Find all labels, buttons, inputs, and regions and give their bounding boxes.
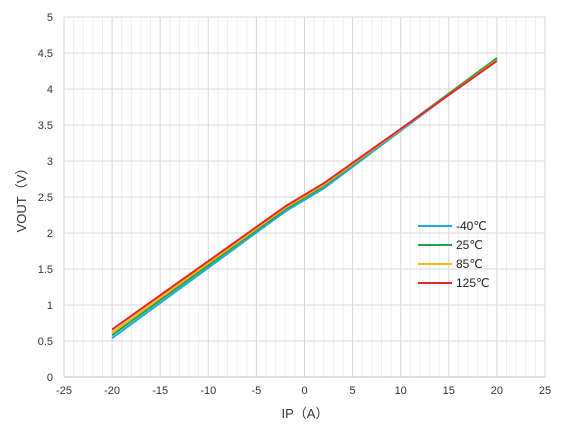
x-tick-label: 5 — [350, 385, 356, 397]
y-tick-label: 2.5 — [38, 192, 53, 204]
x-tick-label: -5 — [252, 385, 262, 397]
y-tick-label: 0.5 — [38, 336, 53, 348]
x-tick-label: -20 — [104, 385, 120, 397]
major-grid — [63, 16, 546, 378]
y-axis-label: VOUT（V） — [14, 162, 29, 233]
legend-label: -40℃ — [456, 219, 487, 233]
y-tick-label: 5 — [47, 12, 53, 24]
legend: -40℃ 25℃ 85℃ 125℃ — [418, 219, 490, 290]
y-tick-label: 2 — [47, 228, 53, 240]
x-tick-label: -10 — [200, 385, 216, 397]
y-tick-label: 3.5 — [38, 120, 53, 132]
legend-label: 125℃ — [456, 276, 490, 290]
series-line — [111, 60, 498, 331]
x-tick-label: 25 — [539, 385, 551, 397]
x-tick-label: 20 — [491, 385, 503, 397]
legend-label: 25℃ — [456, 238, 483, 252]
x-tick-labels: -25 -20 -15 -10 -5 0 5 10 15 20 25 — [56, 385, 551, 397]
y-tick-label: 3 — [47, 156, 53, 168]
x-tick-label: 0 — [301, 385, 307, 397]
x-tick-label: -15 — [152, 385, 168, 397]
y-tick-label: 1.5 — [38, 264, 53, 276]
y-tick-label: 4 — [47, 84, 53, 96]
x-tick-label: 10 — [395, 385, 407, 397]
x-axis-label: IP（A） — [282, 406, 329, 421]
x-tick-label: -25 — [56, 385, 72, 397]
y-tick-label: 1 — [47, 300, 53, 312]
legend-label: 85℃ — [456, 257, 483, 271]
y-tick-label: 0 — [47, 372, 53, 384]
x-tick-label: 15 — [443, 385, 455, 397]
y-tick-label: 4.5 — [38, 48, 53, 60]
series-lines — [111, 57, 498, 339]
y-tick-labels: 0 0.5 1 1.5 2 2.5 3 3.5 4 4.5 5 — [38, 12, 53, 384]
